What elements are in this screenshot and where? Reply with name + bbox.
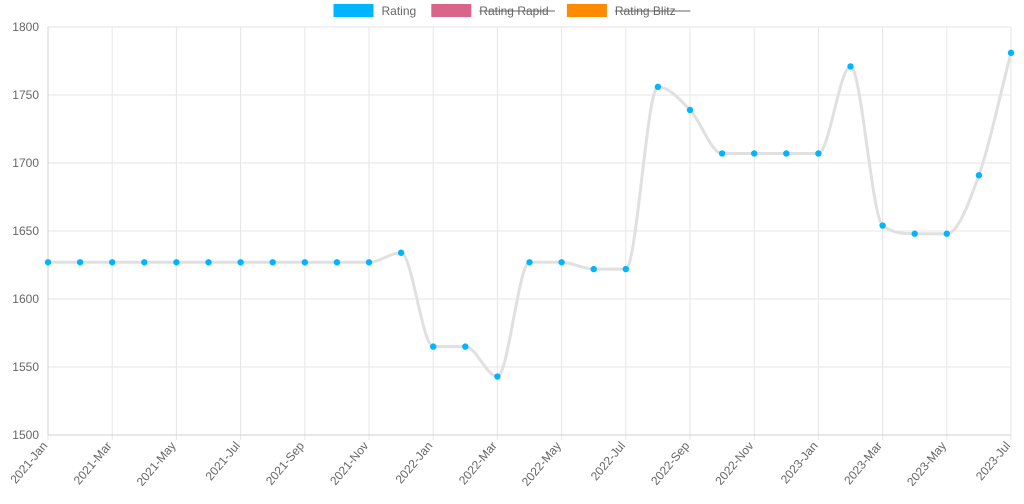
- axes: 1500 1550 1600 1650 1700 1750 1800 2021-Jan 2021…: [7, 20, 1013, 489]
- data-point: [815, 150, 822, 157]
- x-tick-label: 2023-Mar: [841, 439, 885, 487]
- data-point: [365, 259, 373, 266]
- x-tick-label: 2021-Mar: [71, 439, 115, 487]
- y-tick-label: 1600: [12, 292, 39, 306]
- data-point: [911, 230, 918, 237]
- data-point: [558, 259, 565, 266]
- x-tick-label: 2022-Nov: [712, 439, 756, 488]
- x-tick-label: 2021-Jul: [203, 439, 243, 483]
- x-tick-label: 2022-Jul: [588, 439, 628, 483]
- x-tick-label: 2023-Jan: [778, 439, 821, 486]
- x-tick-label: 2021-Nov: [327, 439, 371, 488]
- data-point: [462, 343, 469, 350]
- legend-swatch: [566, 4, 607, 17]
- data-point: [494, 373, 501, 380]
- data-point: [783, 150, 790, 157]
- series-line-0: [47, 52, 1013, 379]
- data-point: [44, 259, 52, 266]
- data-point: [269, 259, 276, 266]
- data-point: [686, 106, 694, 114]
- x-tick-label: 2023-May: [904, 439, 949, 489]
- x-tick-label: 2022-Mar: [456, 439, 500, 487]
- data-point: [879, 222, 886, 229]
- y-tick-label: 1500: [12, 428, 39, 442]
- x-tick-label: 2021-Jan: [7, 439, 50, 486]
- data-point: [173, 259, 180, 266]
- x-tick-label: 2021-Sep: [263, 439, 307, 488]
- y-tick-label: 1750: [12, 88, 39, 102]
- legend-label: Rating: [382, 4, 417, 18]
- data-point: [397, 249, 405, 256]
- legend-item-1[interactable]: Rating Rapid: [431, 4, 555, 18]
- x-tick-label: 2021-May: [134, 439, 179, 489]
- data-points: [44, 49, 1015, 380]
- data-point: [430, 343, 437, 350]
- data-point: [590, 265, 597, 273]
- legend-item-2[interactable]: Rating Blitz: [566, 4, 691, 18]
- legend-item-0[interactable]: Rating: [333, 4, 417, 18]
- data-point: [847, 63, 854, 70]
- legend-swatch: [431, 4, 472, 17]
- data-point: [237, 259, 244, 266]
- series-lines: [47, 52, 1013, 379]
- data-point: [718, 150, 726, 157]
- y-tick-label: 1800: [12, 20, 39, 34]
- data-point: [751, 150, 758, 157]
- data-point: [654, 83, 662, 91]
- y-tick-label: 1700: [12, 156, 39, 170]
- data-point: [76, 259, 84, 266]
- data-point: [109, 259, 116, 266]
- y-tick-label: 1650: [12, 224, 39, 238]
- grid: [47, 26, 1012, 440]
- legend: Rating Rating Rapid Rating Blitz: [333, 4, 691, 18]
- data-point: [333, 259, 341, 266]
- data-point: [205, 259, 212, 266]
- data-point: [141, 259, 148, 266]
- data-point: [622, 265, 629, 273]
- x-tick-label: 2022-Sep: [648, 439, 692, 488]
- data-point: [943, 230, 950, 237]
- x-tick-label: 2022-Jan: [393, 439, 436, 486]
- data-point: [1007, 49, 1015, 57]
- y-tick-label: 1550: [12, 360, 39, 374]
- x-tick-label: 2023-Jul: [973, 439, 1013, 483]
- data-point: [526, 259, 533, 266]
- data-point: [301, 259, 308, 266]
- data-point: [975, 172, 983, 179]
- legend-swatch: [333, 4, 374, 17]
- x-tick-label: 2022-May: [519, 439, 564, 489]
